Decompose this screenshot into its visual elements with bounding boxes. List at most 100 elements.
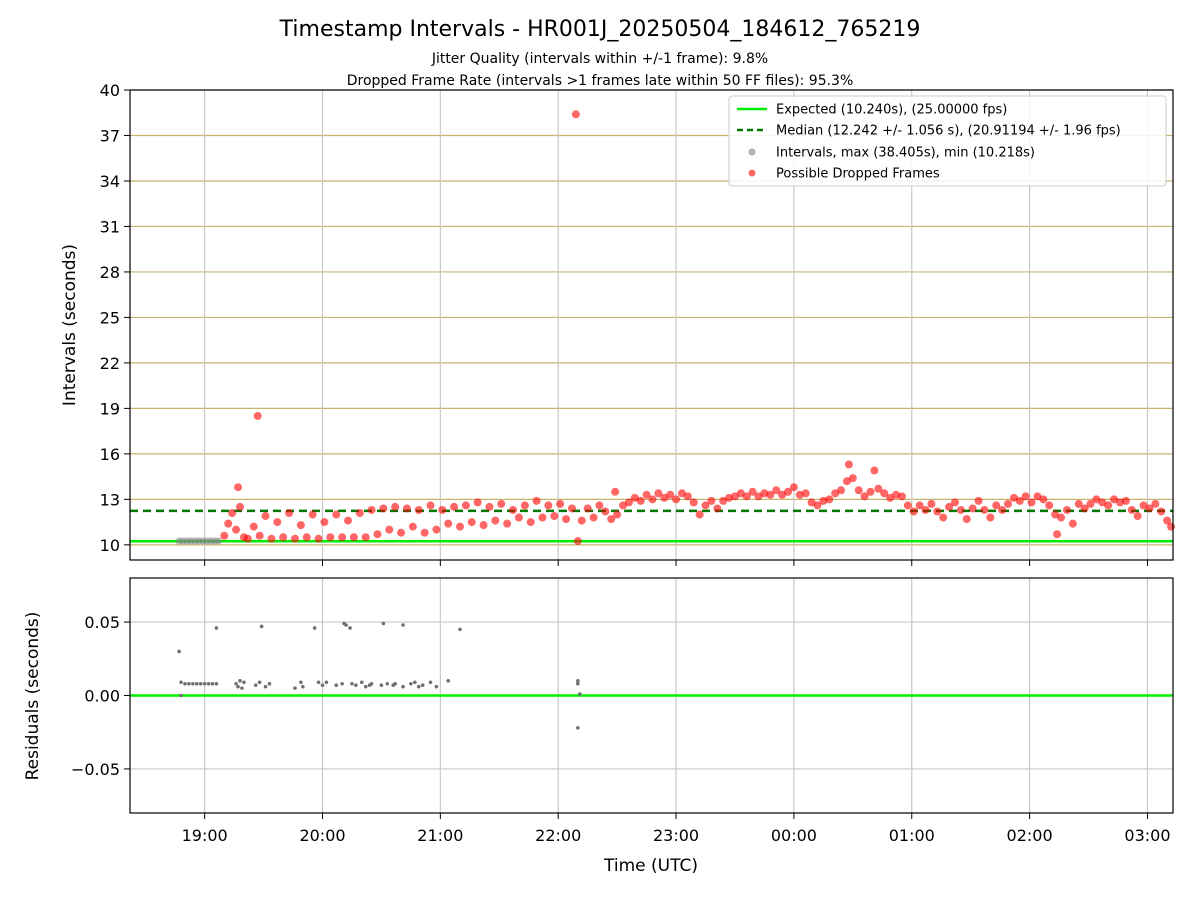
dropped-frame-point (1121, 496, 1130, 505)
dropped-frame-point (1133, 512, 1142, 521)
residual-point (253, 683, 258, 688)
dropped-frame-point (391, 502, 400, 511)
y-tick-label: 40 (100, 81, 120, 100)
dropped-frame-point (224, 519, 233, 528)
dropped-frame-point (897, 492, 906, 501)
dropped-frame-point (1127, 505, 1136, 514)
dropped-frame-point (736, 489, 745, 498)
y-tick-label: 10 (100, 536, 120, 555)
dropped-frame-point (695, 510, 704, 519)
residual-point (179, 680, 183, 685)
residual-point (234, 681, 238, 686)
y-tick-label: 25 (100, 308, 120, 327)
x-tick-label: 23:00 (653, 826, 699, 845)
dropped-frame-point (903, 501, 912, 510)
dropped-frame-point (1080, 504, 1089, 513)
dropped-frame-point (1015, 496, 1024, 505)
dropped-frame-point (1092, 495, 1101, 504)
dropped-frame-point (933, 507, 942, 516)
dropped-frame-point (249, 522, 258, 531)
dropped-frame-point (450, 502, 459, 511)
dropped-frame-point (577, 516, 586, 525)
dropped-frame-point (683, 492, 692, 501)
residual-point (299, 680, 303, 685)
dropped-frame-point (660, 493, 669, 502)
residual-point (320, 683, 325, 688)
residual-point (458, 627, 462, 632)
dropped-frame-point (1110, 495, 1119, 504)
residual-point (240, 686, 244, 690)
residual-point (340, 681, 344, 686)
dropped-frame-point (385, 525, 394, 534)
dropped-frame-point (1074, 499, 1083, 508)
dropped-frame-point (611, 487, 620, 496)
residual-point (354, 683, 358, 688)
residual-point (428, 680, 433, 685)
dropped-frame-point (526, 518, 535, 527)
dropped-frame-point (520, 501, 529, 510)
dropped-frame-point (998, 505, 1007, 514)
intervals-plot: 10 13 16 19 22 25 28 31 34 37 40 Intervals (second… (60, 81, 1176, 566)
legend-label-median: Median (12.242 +/- 1.056 s), (20.91194 +… (776, 124, 1121, 139)
dropped-frame-point (573, 537, 582, 546)
dropped-frame-point (870, 466, 879, 475)
residual-point (381, 621, 386, 626)
dropped-frame-point (571, 110, 580, 119)
intervals-plot-frame (129, 89, 1174, 561)
residual-point (236, 684, 240, 689)
residual-point (350, 681, 354, 686)
legend-label-intervals: Intervals, max (38.405s), min (10.218s) (776, 146, 1035, 161)
residual-point (312, 626, 317, 630)
dropped-frame-point (962, 515, 971, 524)
residual-point (359, 680, 364, 685)
residual-point (434, 684, 439, 689)
x-tick-label: 02:00 (1007, 826, 1053, 845)
dropped-frame-point (642, 490, 651, 499)
dropped-frame-point (1163, 516, 1172, 525)
dropped-frame-point (332, 510, 341, 519)
dropped-frame-point (267, 534, 276, 543)
dropped-frame-point (408, 522, 417, 531)
y-tick-label: 31 (100, 217, 120, 236)
residual-point (257, 680, 262, 685)
y-tick-label: 19 (100, 399, 120, 418)
residual-point (179, 693, 183, 698)
residual-point (259, 624, 264, 629)
dropped-frame-point (562, 515, 571, 524)
dropped-frame-point (886, 493, 895, 502)
dropped-frame-point (255, 531, 264, 540)
dropped-frame-point (630, 493, 639, 502)
dropped-frame-point (228, 509, 237, 517)
residual-point (363, 684, 368, 689)
dropped-frame-point (950, 498, 959, 507)
dropped-frame-point (467, 518, 476, 527)
dropped-frame-point (444, 519, 453, 528)
dropped-frame-point (860, 492, 869, 501)
residual-point (576, 681, 580, 686)
dropped-frame-point (479, 521, 488, 530)
residual-point (420, 683, 425, 688)
chart-subtitle-jitter: Jitter Quality (intervals within +/-1 fr… (431, 51, 768, 67)
dropped-frame-point (373, 530, 382, 539)
dropped-frame-point (619, 501, 628, 510)
dropped-frame-point (426, 501, 435, 510)
dropped-frame-point (672, 495, 681, 504)
dropped-frame-point (921, 505, 930, 514)
dropped-frame-point (544, 501, 553, 510)
dropped-frame-point (854, 486, 863, 495)
y-tick-label: 22 (100, 354, 120, 373)
dropped-frame-point (320, 518, 329, 527)
dropped-frame-point (1053, 530, 1062, 539)
dropped-frame-point (842, 477, 851, 486)
dropped-frame-point (232, 525, 241, 534)
residual-point (401, 684, 405, 689)
x-tick-label: 03:00 (1124, 826, 1170, 845)
dropped-frame-point (778, 490, 787, 499)
y-tick-label: 0.05 (84, 613, 120, 632)
residual-point (348, 626, 352, 630)
dropped-frame-point (595, 501, 604, 510)
dropped-frame-point (556, 499, 565, 508)
chart-title: Timestamp Intervals - HR001J_20250504_18… (279, 17, 921, 42)
dropped-frame-point (491, 516, 500, 525)
